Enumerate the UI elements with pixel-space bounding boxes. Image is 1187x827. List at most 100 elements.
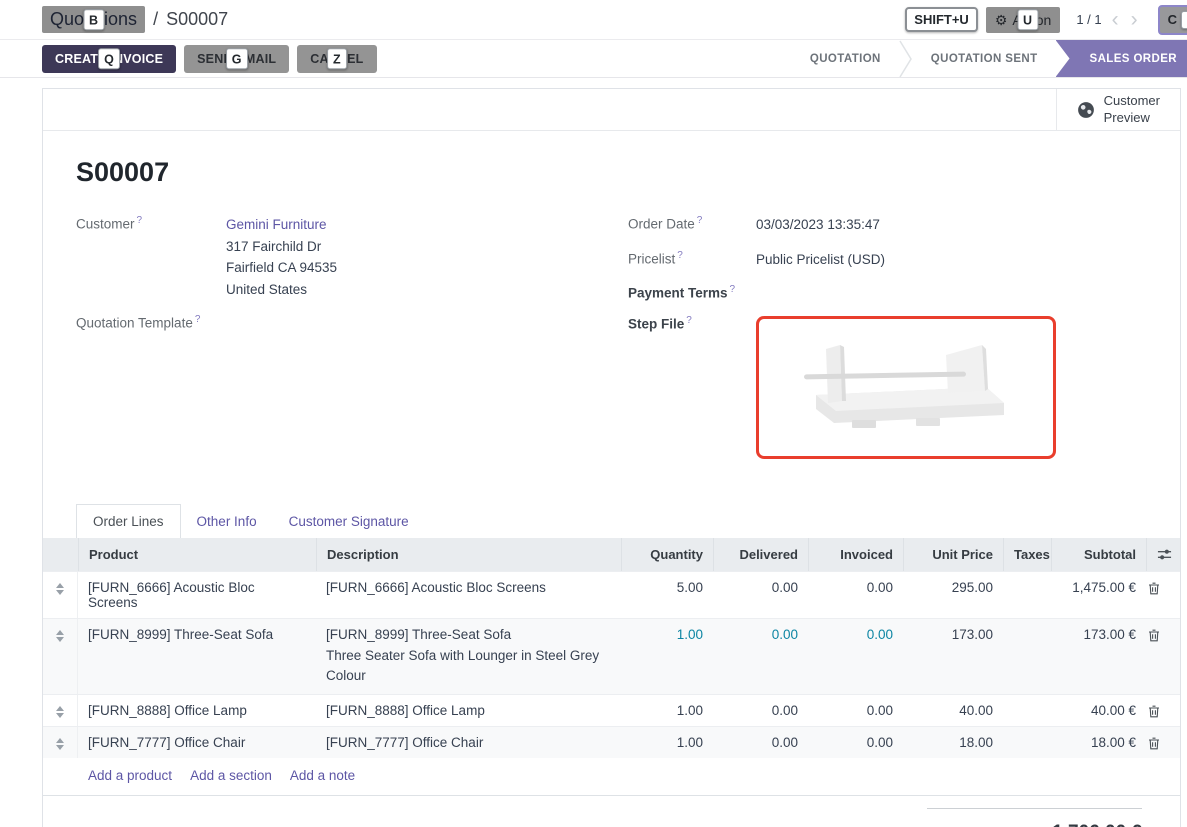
trash-icon [1149, 737, 1159, 750]
order-date-value[interactable]: 03/03/2023 13:35:47 [756, 217, 880, 232]
add-a-product-link[interactable]: Add a product [88, 768, 173, 784]
subtotal-header[interactable]: Subtotal [1051, 537, 1146, 571]
help-icon: ? [696, 215, 703, 226]
pricelist-label: Pricelist? [628, 249, 683, 267]
action-menu-button[interactable]: ⚙ Action U [985, 6, 1061, 33]
optional-columns-button[interactable] [1146, 537, 1180, 571]
product-cell[interactable]: [FURN_6666] Acoustic Bloc Screens [88, 579, 255, 610]
table-row[interactable]: [FURN_6666] Acoustic Bloc Screens [FURN_… [43, 570, 1180, 618]
create-invoice-button[interactable]: CREATE INVOICE Q [42, 44, 177, 73]
description-cell[interactable]: [FURN_6666] Acoustic Bloc Screens [326, 579, 546, 595]
statusbar-step-sales-order[interactable]: SALES ORDER [1055, 40, 1187, 77]
delivered-cell[interactable]: 0.00 [771, 703, 798, 719]
unit-price-header[interactable]: Unit Price [903, 537, 1003, 571]
invoiced-cell[interactable]: 0.00 [866, 703, 893, 719]
description-cell[interactable]: [FURN_7777] Office Chair [326, 735, 484, 751]
customer-preview-button[interactable]: Customer Preview [1055, 89, 1180, 130]
cancel-button[interactable]: CANCEL Z [297, 44, 377, 73]
trash-icon [1149, 705, 1159, 718]
statusbar: QUOTATION QUOTATION SENT SALES ORDER [792, 40, 1187, 77]
add-a-note-link[interactable]: Add a note [289, 768, 356, 784]
unit-price-cell[interactable]: 40.00 [959, 703, 993, 719]
description-cell[interactable]: [FURN_8888] Office Lamp [326, 703, 485, 719]
tab-other-info[interactable]: Other Info [196, 513, 257, 529]
form-sheet: Customer Preview S00007 Customer? Gemini… [42, 88, 1181, 827]
delivered-cell[interactable]: 0.00 [771, 735, 798, 751]
page-title: S00007 [76, 157, 170, 187]
key-hint-partial [1181, 10, 1187, 29]
table-footer-links: Add a product Add a section Add a note [43, 758, 1180, 797]
unit-price-cell[interactable]: 18.00 [959, 735, 993, 751]
pricelist-value[interactable]: Public Pricelist (USD) [756, 251, 886, 267]
product-header[interactable]: Product [78, 537, 316, 571]
customer-link[interactable]: Gemini Furniture [226, 217, 327, 232]
unit-price-cell[interactable]: 295.00 [951, 579, 993, 595]
taxes-cell[interactable] [1003, 619, 1051, 695]
statusbar-step-quotation[interactable]: QUOTATION [809, 52, 881, 65]
sheet-bottom: Terms and conditions... Total: 1,706.00 … [43, 796, 1180, 827]
quantity-cell[interactable]: 1.00 [676, 626, 703, 642]
quantity-cell[interactable]: 5.00 [676, 579, 703, 595]
delivered-cell[interactable]: 0.00 [771, 579, 798, 595]
send-email-button[interactable]: SEND EMAIL G [184, 44, 290, 73]
statusbar-step-quotation-sent[interactable]: QUOTATION SENT [930, 52, 1038, 65]
table-row[interactable]: [FURN_8999] Three-Seat Sofa [FURN_8999] … [43, 617, 1180, 695]
pager-next-icon[interactable]: › [1130, 8, 1138, 31]
add-a-section-link[interactable]: Add a section [190, 768, 272, 784]
help-icon: ? [136, 215, 143, 226]
delete-row-button[interactable] [1146, 619, 1180, 695]
key-hint-g: G [225, 47, 248, 70]
drag-handle[interactable] [43, 571, 78, 618]
drag-handle-icon [56, 738, 64, 751]
drag-handle[interactable] [43, 727, 78, 759]
delivered-header[interactable]: Delivered [713, 537, 808, 571]
tab-order-lines[interactable]: Order Lines [76, 503, 181, 538]
unit-price-cell[interactable]: 173.00 [951, 626, 993, 642]
sliders-icon [1157, 549, 1172, 560]
invoiced-header[interactable]: Invoiced [808, 537, 903, 571]
key-hint-b: B [83, 8, 105, 31]
handle-column-header [43, 538, 78, 571]
pager-prev-icon[interactable]: ‹ [1111, 8, 1119, 31]
total-value: 1,706.00 € [1052, 822, 1142, 827]
delete-row-button[interactable] [1146, 727, 1180, 758]
product-cell[interactable]: [FURN_8888] Office Lamp [88, 703, 247, 719]
customer-preview-label: Customer Preview [1103, 92, 1160, 125]
tab-customer-signature[interactable]: Customer Signature [288, 513, 409, 529]
form-fields: Customer? Gemini Furniture 317 Fairchild… [43, 214, 1180, 472]
quantity-header[interactable]: Quantity [621, 537, 713, 571]
trash-icon [1149, 629, 1159, 642]
delete-row-button[interactable] [1146, 572, 1180, 618]
invoiced-cell[interactable]: 0.00 [866, 735, 893, 751]
sheet-header-strip: Customer Preview [43, 89, 1180, 131]
invoiced-cell[interactable]: 0.00 [866, 626, 893, 642]
quantity-cell[interactable]: 1.00 [676, 735, 703, 751]
taxes-cell[interactable] [1003, 727, 1051, 758]
drag-handle-icon [56, 706, 64, 719]
customer-address-line: United States [226, 281, 308, 297]
clipped-edge-button[interactable]: C [1157, 4, 1187, 35]
description-header[interactable]: Description [316, 537, 621, 571]
taxes-header[interactable]: Taxes [1003, 537, 1051, 571]
record-action-buttons: CREATE INVOICE Q SEND EMAIL G CANCEL Z [42, 40, 377, 77]
delete-row-button[interactable] [1146, 695, 1180, 726]
order-date-label: Order Date? [628, 215, 703, 232]
description-cell[interactable]: [FURN_8999] Three-Seat Sofa Three Seater… [316, 619, 621, 695]
table-row[interactable]: [FURN_7777] Office Chair [FURN_7777] Off… [43, 726, 1180, 759]
delivered-cell[interactable]: 0.00 [771, 626, 798, 642]
drag-handle[interactable] [43, 695, 78, 727]
table-header-row: Product Description Quantity Delivered I… [43, 537, 1180, 571]
invoiced-cell[interactable]: 0.00 [866, 579, 893, 595]
quantity-cell[interactable]: 1.00 [676, 703, 703, 719]
product-cell[interactable]: [FURN_8999] Three-Seat Sofa [88, 626, 274, 642]
subtotal-cell: 18.00 € [1090, 735, 1136, 751]
step-file-image[interactable] [756, 315, 1056, 459]
drag-handle-icon [56, 582, 64, 595]
breadcrumb-quotations[interactable]: Quotations B [42, 6, 146, 33]
drag-handle[interactable] [43, 618, 78, 695]
taxes-cell[interactable] [1003, 695, 1051, 726]
breadcrumb-separator: / [153, 9, 159, 29]
product-cell[interactable]: [FURN_7777] Office Chair [88, 735, 246, 751]
taxes-cell[interactable] [1003, 572, 1051, 618]
table-row[interactable]: [FURN_8888] Office Lamp [FURN_8888] Offi… [43, 694, 1180, 727]
